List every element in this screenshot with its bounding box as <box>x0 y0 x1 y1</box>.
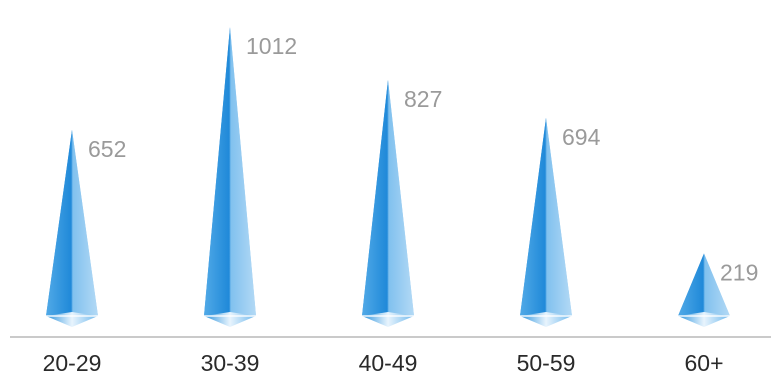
value-label-30-39: 1012 <box>246 33 297 59</box>
category-label-60+: 60+ <box>684 350 723 376</box>
category-label-50-59: 50-59 <box>517 350 576 376</box>
bar-spike <box>46 129 98 316</box>
bar-spike <box>204 27 256 316</box>
value-label-50-59: 694 <box>562 124 601 150</box>
value-label-20-29: 652 <box>88 136 126 162</box>
bar-40-49: 827 40-49 <box>359 79 442 376</box>
value-label-40-49: 827 <box>404 86 442 112</box>
bar-30-39: 1012 30-39 <box>201 27 297 376</box>
value-label-60+: 219 <box>720 259 758 285</box>
bar-spike <box>678 253 730 316</box>
bar-60+: 219 60+ <box>678 253 758 376</box>
bar-20-29: 652 20-29 <box>43 129 126 376</box>
bar-50-59: 694 50-59 <box>517 117 601 376</box>
bar-spike <box>520 117 572 316</box>
category-label-40-49: 40-49 <box>359 350 418 376</box>
category-label-20-29: 20-29 <box>43 350 102 376</box>
bar-spike <box>362 79 414 316</box>
category-label-30-39: 30-39 <box>201 350 260 376</box>
